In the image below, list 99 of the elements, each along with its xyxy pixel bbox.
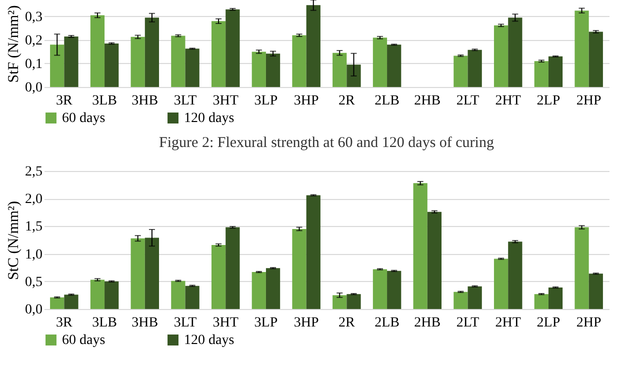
x-tick-label: 2LB [374, 316, 400, 330]
y-tick-label: 0,5 [25, 274, 42, 290]
bar [171, 36, 186, 87]
bar [104, 44, 119, 87]
bar [387, 44, 402, 87]
bar [372, 38, 388, 87]
bar [226, 9, 240, 87]
bar [588, 274, 603, 309]
y-tick-label: 1,0 [25, 247, 42, 262]
x-tick-label: 2HP [576, 316, 602, 330]
bar [346, 64, 361, 87]
y-tick-label: 0,3 [25, 10, 42, 25]
y-axis-title: StF (N/mm²) [6, 5, 22, 83]
bar [306, 5, 320, 87]
x-tick-label: 2LB [374, 94, 400, 108]
bar [64, 36, 78, 87]
x-tick-label: 2LP [536, 94, 560, 108]
bar [454, 292, 468, 309]
bar [494, 258, 508, 309]
bar [332, 295, 347, 309]
bar [226, 227, 240, 309]
bar [90, 280, 105, 309]
bar [413, 183, 428, 309]
y-tick-label: 2,0 [25, 192, 42, 208]
x-tick-label: 2HB [414, 94, 441, 108]
legend-label: 60 days [62, 111, 106, 126]
bar [332, 52, 347, 87]
legend-label: 60 days [62, 333, 106, 348]
x-tick-label: 3LT [174, 316, 198, 330]
bar [130, 238, 145, 309]
x-tick-label: 3LP [254, 94, 278, 108]
x-tick-label: 3LP [254, 316, 278, 330]
x-tick-label: 3LB [92, 316, 117, 330]
y-tick-label: 0,0 [25, 302, 42, 318]
bar [130, 36, 145, 87]
bar [427, 212, 442, 309]
bar [508, 18, 522, 87]
bar [508, 242, 522, 309]
bar [252, 52, 266, 87]
x-tick-label: 3LT [174, 94, 198, 108]
x-tick-label: 3LB [92, 94, 117, 108]
x-tick-label: 2R [338, 94, 356, 108]
x-tick-label: 2HB [414, 316, 441, 330]
bar [534, 294, 548, 309]
bar [104, 281, 119, 309]
y-tick-label: 0,2 [25, 33, 42, 48]
bar [372, 269, 388, 309]
y-tick-label: 0,0 [25, 80, 42, 96]
x-tick-label: 3HT [212, 94, 239, 108]
x-tick-label: 2HT [495, 94, 522, 108]
x-tick-label: 2LP [536, 316, 560, 330]
caption: Figure 2: Flexural strength at 60 and 120 days of curing [159, 135, 494, 151]
bar [64, 294, 78, 309]
bar [468, 286, 482, 309]
legend-label: 120 days [184, 111, 234, 126]
bar [574, 10, 589, 87]
bar [574, 227, 589, 309]
y-tick-label: 1,5 [25, 220, 42, 235]
bar [266, 54, 280, 87]
bar [185, 286, 200, 309]
x-tick-label: 3HP [294, 94, 319, 108]
y-axis-title: StC (N/mm²) [6, 200, 22, 280]
y-tick-label: 0,1 [25, 56, 42, 72]
bar [266, 268, 280, 309]
legend-label: 120 days [184, 333, 234, 348]
bar [50, 44, 64, 87]
bar [548, 56, 563, 87]
bar [346, 294, 361, 309]
x-tick-label: 3HP [294, 316, 319, 330]
y-tick-label: 2,5 [25, 164, 42, 180]
bar [454, 56, 468, 87]
bar [144, 18, 160, 87]
x-tick-label: 3R [56, 94, 74, 108]
x-tick-label: 2LT [456, 316, 480, 330]
x-tick-label: 3HB [132, 316, 158, 330]
bar [252, 272, 266, 309]
x-tick-label: 2LT [456, 94, 480, 108]
bar [292, 35, 306, 87]
bar [50, 297, 64, 309]
x-tick-label: 2HP [576, 94, 602, 108]
bar [306, 195, 320, 309]
x-tick-label: 3R [56, 316, 74, 330]
bar [588, 32, 603, 87]
bar [468, 50, 482, 87]
bar [171, 280, 186, 309]
x-tick-label: 3HB [132, 94, 158, 108]
bar [494, 25, 508, 87]
bar [185, 48, 200, 87]
bar [548, 287, 563, 309]
x-tick-label: 2R [338, 316, 356, 330]
bar [144, 238, 160, 309]
bar [90, 15, 105, 87]
bar [387, 270, 402, 309]
x-tick-label: 3HT [212, 316, 239, 330]
bar [292, 228, 306, 309]
bar [211, 21, 226, 87]
bar [534, 61, 548, 87]
bar [211, 244, 226, 309]
x-tick-label: 2HT [495, 316, 522, 330]
